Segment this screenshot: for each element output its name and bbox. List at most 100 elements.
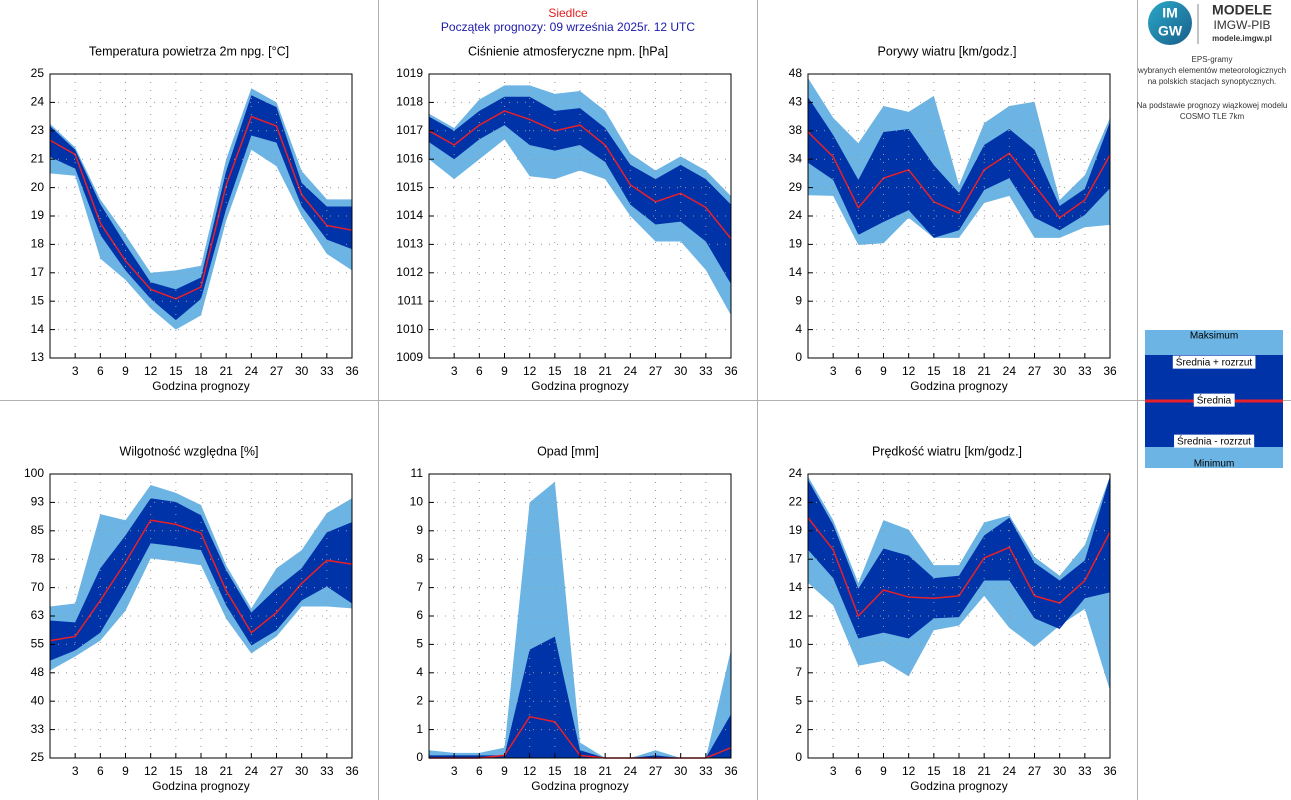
x-tick-label: 33 <box>320 364 334 378</box>
plot-frame <box>428 473 732 759</box>
y-tick-label: 18 <box>31 237 45 251</box>
chart-title: Wilgotność względna [%] <box>120 444 259 458</box>
spread-band <box>429 96 731 285</box>
y-tick-label: 34 <box>789 151 803 165</box>
logo-circle <box>1148 1 1192 45</box>
logo-mark: IM <box>1162 5 1178 21</box>
y-tick-label: 14 <box>789 580 803 594</box>
x-tick-label: 21 <box>598 764 612 778</box>
legend-label: Średnia <box>1197 394 1232 407</box>
x-tick-label: 12 <box>902 764 916 778</box>
x-tick-label: 33 <box>320 764 334 778</box>
logo-url: modele.imgw.pl <box>1212 34 1272 43</box>
y-tick-label: 1012 <box>396 265 423 279</box>
logo: IM GW MODELE IMGW-PIB modele.imgw.pl <box>1148 1 1272 45</box>
x-tick-label: 12 <box>144 364 158 378</box>
x-tick-label: 6 <box>855 364 862 378</box>
y-tick-label: 1019 <box>396 66 423 80</box>
y-tick-label: 4 <box>795 322 802 336</box>
x-tick-label: 6 <box>476 364 483 378</box>
x-tick-label: 30 <box>674 764 688 778</box>
x-tick-label: 36 <box>1103 764 1117 778</box>
legend-label: Średnia - rozrzut <box>1177 435 1251 448</box>
legend-label-bg <box>1172 355 1256 369</box>
spread-band <box>429 636 731 758</box>
info-line: na polskich stacjach synoptycznych. <box>1148 77 1277 86</box>
y-tick-label: 9 <box>416 523 423 537</box>
y-tick-label: 85 <box>31 523 45 537</box>
info-line: wybranych elementów meteorologicznych <box>1137 66 1286 75</box>
x-tick-label: 12 <box>523 764 537 778</box>
plot-frame <box>807 73 1111 359</box>
chart-title: Prędkość wiatru [km/godz.] <box>872 444 1022 458</box>
logo-mark: GW <box>1158 23 1183 39</box>
y-tick-label: 100 <box>24 466 44 480</box>
spread-band <box>808 476 1110 639</box>
y-tick-label: 1 <box>416 722 423 736</box>
plot-frame <box>807 473 1111 759</box>
x-tick-label: 30 <box>674 364 688 378</box>
y-tick-label: 1011 <box>397 293 423 307</box>
y-tick-label: 63 <box>31 608 45 622</box>
y-tick-label: 29 <box>789 180 803 194</box>
y-tick-label: 93 <box>31 495 45 509</box>
x-tick-label: 24 <box>1003 764 1017 778</box>
y-tick-label: 5 <box>795 693 802 707</box>
x-tick-label: 30 <box>1053 364 1067 378</box>
x-tick-label: 18 <box>952 364 966 378</box>
y-tick-label: 19 <box>789 237 803 251</box>
info-line: Na podstawie prognozy wiązkowej modelu <box>1137 101 1288 110</box>
y-tick-label: 0 <box>416 750 423 764</box>
x-tick-label: 27 <box>649 764 663 778</box>
x-tick-label: 27 <box>649 364 663 378</box>
x-tick-label: 12 <box>144 764 158 778</box>
y-tick-label: 2 <box>416 693 423 707</box>
y-tick-label: 4 <box>416 665 423 679</box>
x-tick-label: 3 <box>830 364 837 378</box>
y-tick-label: 14 <box>31 322 45 336</box>
x-tick-label: 30 <box>295 764 309 778</box>
mean-line <box>49 519 353 642</box>
y-tick-label: 70 <box>31 580 45 594</box>
y-tick-label: 0 <box>795 750 802 764</box>
x-axis-label: Godzina prognozy <box>531 379 628 393</box>
x-tick-label: 9 <box>501 764 508 778</box>
x-tick-label: 6 <box>97 764 104 778</box>
x-tick-label: 21 <box>598 364 612 378</box>
x-tick-label: 6 <box>97 364 104 378</box>
x-tick-label: 18 <box>194 364 208 378</box>
y-tick-label: 2 <box>795 722 802 736</box>
info-line: EPS-gramy <box>1192 55 1233 64</box>
x-tick-label: 33 <box>699 764 713 778</box>
x-tick-label: 3 <box>451 364 458 378</box>
y-tick-label: 1013 <box>396 237 423 251</box>
x-axis-label: Godzina prognozy <box>152 379 249 393</box>
x-tick-label: 6 <box>855 764 862 778</box>
x-tick-label: 30 <box>295 364 309 378</box>
x-tick-label: 3 <box>72 364 79 378</box>
x-tick-label: 3 <box>451 764 458 778</box>
y-tick-label: 25 <box>31 750 45 764</box>
y-tick-label: 55 <box>31 637 45 651</box>
y-tick-label: 40 <box>31 693 45 707</box>
x-tick-label: 15 <box>548 764 562 778</box>
plot-frame <box>428 73 732 359</box>
y-tick-label: 1016 <box>396 151 423 165</box>
y-tick-label: 14 <box>789 265 803 279</box>
x-axis-label: Godzina prognozy <box>910 379 1007 393</box>
x-tick-label: 21 <box>977 364 991 378</box>
x-tick-label: 33 <box>1078 764 1092 778</box>
x-tick-label: 36 <box>1103 364 1117 378</box>
y-tick-label: 33 <box>31 722 45 736</box>
x-axis-label: Godzina prognozy <box>531 779 628 793</box>
x-tick-label: 18 <box>194 764 208 778</box>
y-tick-label: 78 <box>31 551 45 565</box>
y-tick-label: 13 <box>31 350 45 364</box>
x-tick-label: 24 <box>624 764 638 778</box>
legend-label: Minimum <box>1194 459 1235 470</box>
chart-title: Opad [mm] <box>537 444 599 458</box>
y-tick-label: 38 <box>789 123 803 137</box>
x-tick-label: 18 <box>952 764 966 778</box>
mean-line <box>428 110 732 240</box>
